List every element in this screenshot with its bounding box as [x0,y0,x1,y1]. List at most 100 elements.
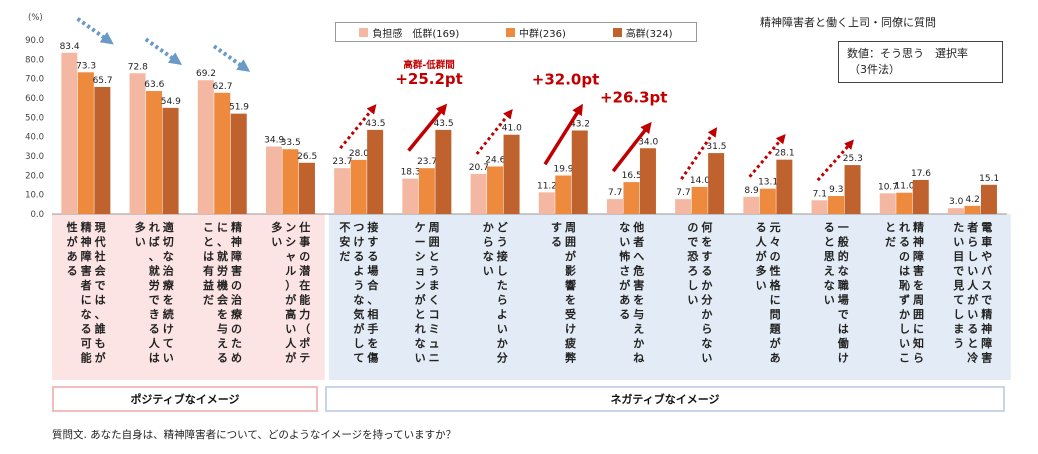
category-label-char: 受 [565,307,576,321]
category-label-char: う [353,279,364,292]
category-label-char: 可 [81,337,92,350]
category-label-line: 元々の性格に問題があ [770,221,782,365]
category-label-char: な [415,337,426,350]
group-positive-label: ポジティブなイメージ [52,386,318,412]
increase-arrow-solid [611,121,652,173]
category-label-char: 力 [299,307,310,321]
category-label-char: 神 [81,235,92,249]
category-label-char: 周 [565,221,576,234]
category-label-char: い [135,236,146,249]
legend-label-high: 高群(324) [625,28,673,40]
category-label-line: どう接したらよいか分 [497,221,508,365]
category-label-char: や [981,250,992,263]
category-label-char: と [885,221,896,234]
increase-arrow-dotted [680,127,718,180]
category-label-char: （ [299,323,310,336]
category-label-char: と [415,308,426,321]
bar [298,162,315,214]
category-label-line: ので恐ろしい [687,221,698,307]
bar [844,165,861,214]
category-label-char: 障 [231,249,242,263]
bar [912,179,929,214]
category-label-char: 人 [149,336,161,350]
category-label-char: 般 [838,235,849,249]
bar [197,80,214,214]
category-label-char: う [429,265,440,278]
bar [964,205,981,214]
category-label-char: て [953,294,964,307]
increase-arrow-solid [543,103,583,166]
category-label-char: ど [497,221,508,234]
category-label-char: な [701,337,712,350]
category-label-char: 潜 [299,264,311,278]
category-label-char: す [367,236,378,249]
category-label-line: とだ [885,221,896,249]
category-label-char: い [687,294,698,307]
category-label-char: は [838,323,849,336]
category-label-char: 不 [339,221,350,234]
category-label-char: 問 [770,308,781,321]
category-label-char: し [687,279,698,292]
category-label-char: 適 [163,220,174,234]
category-label-char: い [953,236,964,249]
category-label-char: い [967,265,978,278]
category-label-char: の [231,323,242,336]
category-label-char: だ [203,294,214,307]
bar-value-label: 23.7 [332,157,352,167]
category-label-char: あ [770,352,781,365]
category-label-line: 精神障害者になる可能 [80,220,92,365]
bar [759,188,776,214]
bar [367,129,384,214]
category-label-line: つけるような気がして [353,221,364,365]
bar-value-label: 28.1 [775,149,795,159]
category-label-line: 周囲とうまくコミュニ [429,221,440,365]
category-label-char: 恥 [899,278,910,292]
bar-value-label: 15.1 [979,174,999,184]
category-label-char: ン [285,221,296,234]
bar [265,146,282,214]
increase-arrow-dotted [816,139,854,182]
bar [77,72,94,214]
legend-item-mid: 中群(236) [506,25,566,40]
category-label-char: 周 [913,294,924,307]
category-label-char: 精 [981,307,992,321]
increase-callout-label: +25.2pt [395,70,463,88]
category-label-char: い [497,323,508,336]
bar-value-label: 11.0 [894,182,914,192]
category-label-char: 場 [838,293,849,307]
category-label-char: い [756,279,767,292]
bar-value-label: 18.3 [401,168,421,178]
bar-value-label: 11.2 [537,181,557,191]
increase-callout-label: +32.0pt [532,70,600,88]
category-label-char: 囲 [429,236,440,249]
category-label-char: る [217,352,228,365]
category-label-char: あ [619,294,630,307]
category-label-char: い [285,323,296,336]
category-label-char: の [899,250,910,263]
bar [162,107,179,214]
category-label-char: ら [967,236,978,249]
category-label-char: 害 [231,264,242,278]
increase-arrow-dotted [748,134,786,178]
category-label-line: 周囲が影響を受け疲弊 [565,221,577,365]
category-label-char: 人 [967,278,979,292]
category-label-char: 者 [80,278,92,292]
category-label-char: 思 [824,250,835,263]
category-label-char: 、 [149,250,160,263]
category-label-char: 恐 [687,250,698,263]
category-label-char: ポ [299,336,310,350]
category-label-char: 囲 [565,236,576,249]
bar-value-label: 9.3 [829,185,843,195]
category-label-char: 治 [231,293,242,307]
bar-value-label: 26.5 [297,152,317,162]
y-tick-label: 80.0 [25,55,44,65]
category-label-char: 能 [81,351,92,365]
legend-swatch-mid [506,27,516,37]
category-label-char: る [367,250,378,263]
legend-swatch-high [612,27,622,37]
y-tick-label: 20.0 [25,171,44,181]
category-label-char: え [633,323,644,336]
category-label-char: を [913,279,924,292]
bar [129,73,146,215]
category-label-char: 知 [912,336,924,350]
